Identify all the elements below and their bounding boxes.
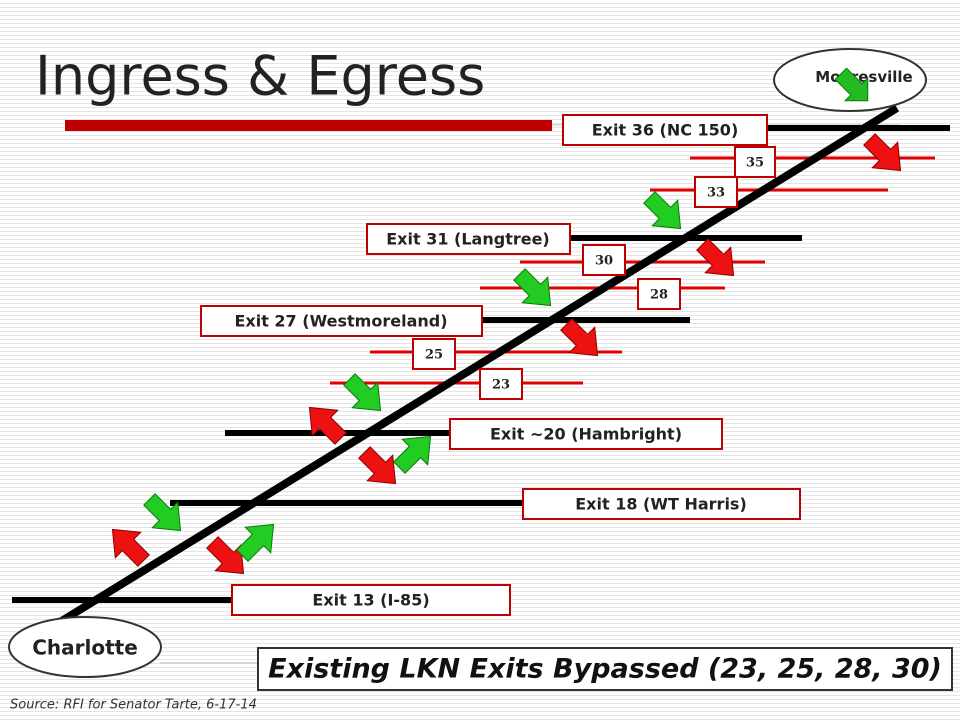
arrows <box>111 133 902 575</box>
exit-box <box>366 223 571 255</box>
bypassed-box <box>412 338 456 370</box>
exit-box <box>200 305 483 337</box>
arrow-green <box>393 435 432 474</box>
callout-box <box>257 647 953 691</box>
arrow-green <box>513 268 552 307</box>
exit-label: Exit 31 (Langtree) <box>386 230 550 249</box>
title: Ingress & Egress <box>35 45 485 108</box>
bypassed-box <box>694 176 738 208</box>
bypassed-label: 23 <box>492 378 510 393</box>
exit-label: Exit 27 (Westmoreland) <box>234 312 447 331</box>
arrow-red <box>560 318 599 357</box>
arrow-red <box>358 446 397 485</box>
bypassed-label: 25 <box>425 348 443 363</box>
exit-box <box>522 488 801 520</box>
exit-box <box>562 114 768 146</box>
city-ellipse <box>8 616 162 678</box>
city-label: Charlotte <box>32 636 138 660</box>
bypassed-box <box>582 244 626 276</box>
arrow-red <box>206 536 245 575</box>
arrow-green <box>143 493 182 532</box>
exit-label: Exit 13 (I-85) <box>312 591 429 610</box>
bypassed-label: 33 <box>707 186 725 201</box>
exit-label: Exit 36 (NC 150) <box>592 121 739 140</box>
exit-label: Exit 18 (WT Harris) <box>575 495 747 514</box>
arrow-red <box>308 406 347 445</box>
arrow-green <box>343 373 382 412</box>
callout-text: Existing LKN Exits Bypassed (23, 25, 28,… <box>268 654 942 685</box>
title-underline <box>65 120 552 131</box>
bypassed-box <box>479 368 523 400</box>
arrow-red <box>696 238 735 277</box>
bypassed-box <box>637 278 681 310</box>
bypassed-label: 30 <box>595 254 613 269</box>
bypassed-label: 35 <box>746 156 764 171</box>
arrow-red <box>863 133 902 172</box>
source: Source: RFI for Senator Tarte, 6-17-14 <box>10 698 257 713</box>
bypassed-label: 28 <box>650 288 668 303</box>
highway <box>57 104 900 626</box>
exit-label: Exit ~20 (Hambright) <box>490 425 682 444</box>
arrow-green <box>643 191 682 230</box>
bypassed-box <box>734 146 776 178</box>
arrow-green <box>236 523 275 562</box>
arrow-red <box>111 528 150 567</box>
arrow-green <box>834 67 869 102</box>
exit-box <box>449 418 723 450</box>
exit-box <box>231 584 511 616</box>
